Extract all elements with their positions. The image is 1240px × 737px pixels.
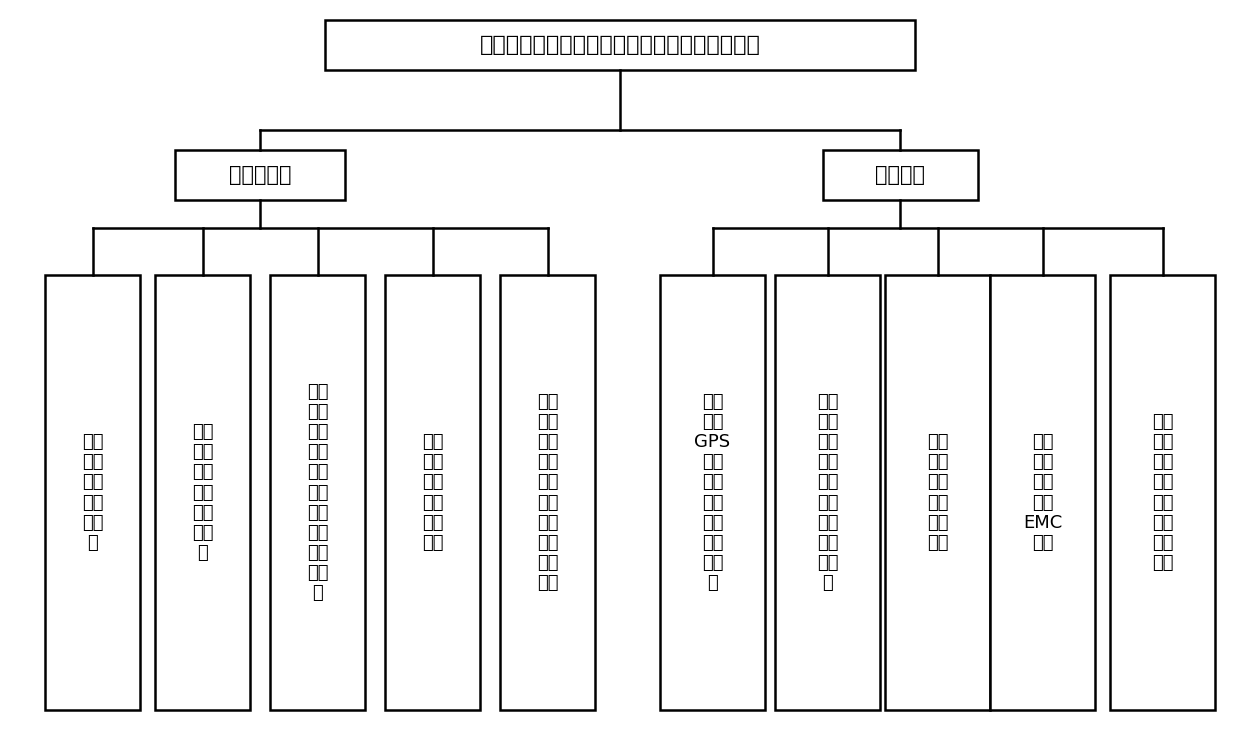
- Bar: [270, 275, 365, 710]
- Bar: [885, 275, 990, 710]
- Bar: [500, 275, 595, 710]
- Bar: [775, 275, 880, 710]
- Text: 一种大角度机动高分辨率微波遥感卫星总体技术: 一种大角度机动高分辨率微波遥感卫星总体技术: [480, 35, 760, 55]
- Bar: [1110, 275, 1215, 710]
- Bar: [155, 275, 250, 710]
- Bar: [990, 275, 1095, 710]
- Text: 一种
精度
测量
基准
设计
方法: 一种 精度 测量 基准 设计 方法: [926, 433, 949, 552]
- Bar: [384, 275, 480, 710]
- Text: 一种
适合
双侧
视工
作遥
感卫
星导
航天
线布
局方
法: 一种 适合 双侧 视工 作遥 感卫 星导 航天 线布 局方 法: [306, 383, 329, 602]
- Bar: [822, 150, 977, 200]
- Text: 一种
基于
GPS
秒脉
冲的
高精
度校
时实
现方
法: 一种 基于 GPS 秒脉 冲的 高精 度校 时实 现方 法: [694, 393, 730, 592]
- Text: 高分辨率: 高分辨率: [875, 165, 925, 185]
- Text: 无线
大功
率发
射整
星热
真空
试验
方法: 无线 大功 率发 射整 星热 真空 试验 方法: [1152, 413, 1173, 572]
- Text: 一种
星敏
感器
头部
布局
的方
法: 一种 星敏 感器 头部 布局 的方 法: [192, 423, 213, 562]
- Text: 基于
大电
流模
拟的
雷达
卫星
剩磁
矩测
试方
法: 基于 大电 流模 拟的 雷达 卫星 剩磁 矩测 试方 法: [817, 393, 838, 592]
- Text: 一种
星上
能源
安全
设计
方法: 一种 星上 能源 安全 设计 方法: [422, 433, 443, 552]
- Text: 大角度机动: 大角度机动: [228, 165, 291, 185]
- Bar: [660, 275, 765, 710]
- Text: 宽带
同频
段多
载荷
EMC
设计: 宽带 同频 段多 载荷 EMC 设计: [1023, 433, 1063, 552]
- Text: 一种
高效
的遥
感卫
星多
系统
协同
综合
控制
方法: 一种 高效 的遥 感卫 星多 系统 协同 综合 控制 方法: [537, 393, 558, 592]
- Text: 大角
度机
动微
波卫
星构
型: 大角 度机 动微 波卫 星构 型: [82, 433, 103, 552]
- Bar: [325, 20, 915, 70]
- Bar: [45, 275, 140, 710]
- Bar: [175, 150, 345, 200]
